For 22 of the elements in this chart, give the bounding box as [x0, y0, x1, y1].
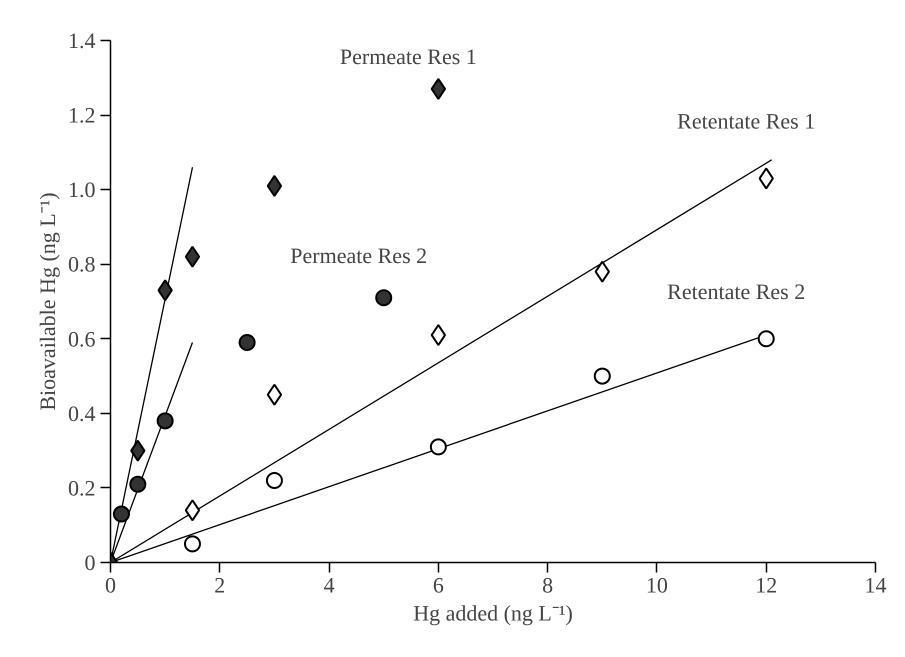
y-tick-label: 0	[84, 550, 96, 575]
y-tick-label: 0.2	[68, 475, 96, 500]
y-axis-title: Bioavailable Hg (ng L⁻¹)	[35, 192, 60, 411]
x-tick-label: 4	[324, 572, 335, 598]
x-tick-label: 10	[646, 572, 668, 598]
series-label: Permeate Res 1	[340, 44, 477, 69]
y-tick-label: 1.0	[68, 177, 96, 202]
x-tick-label: 14	[864, 572, 886, 598]
x-tick-label: 8	[542, 572, 554, 598]
y-tick-label: 1.2	[68, 102, 96, 128]
x-axis-title: Hg added (ng L⁻¹)	[413, 600, 573, 626]
x-tick-label: 6	[432, 572, 444, 598]
y-tick-label: 1.4	[68, 28, 96, 53]
y-tick-label: 0.8	[68, 252, 96, 277]
x-tick-label: 0	[105, 572, 116, 598]
y-tick-label: 0.6	[68, 326, 96, 352]
x-tick-label: 12	[755, 572, 778, 598]
text: Retentate Res 2	[667, 278, 806, 304]
x-tick-label: 2	[214, 572, 226, 598]
y-tick-label: 0.4	[68, 400, 96, 426]
series-label: Permeate Res 2	[290, 242, 428, 268]
text: Retentate Res 1	[677, 108, 816, 134]
